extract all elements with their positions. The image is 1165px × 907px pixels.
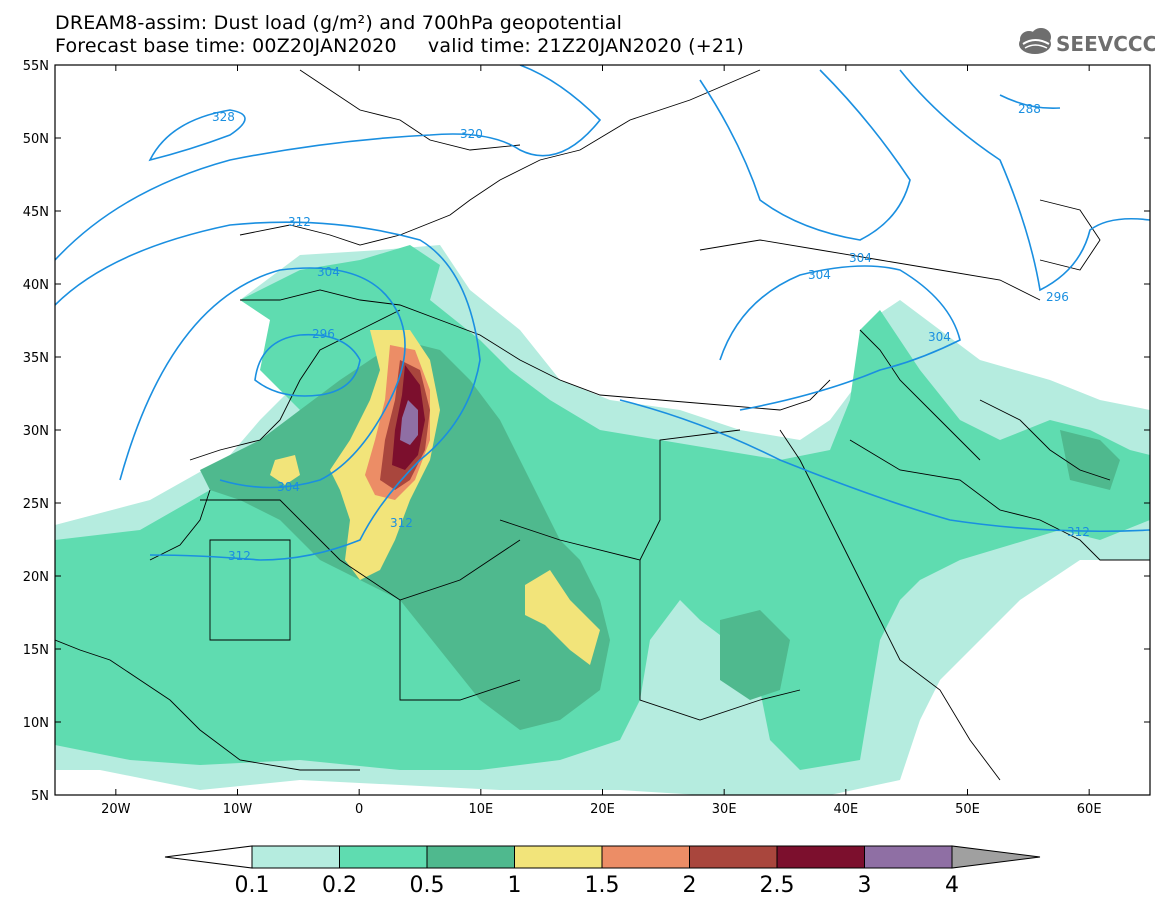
contour-label: 288 [1018,102,1041,116]
contour-label: 312 [390,516,413,530]
contour-label: 304 [928,330,951,344]
contour-label: 320 [460,127,483,141]
lon-tick-label: 20E [590,802,615,817]
dust-region-0.5 [200,340,610,730]
colorbar-swatch [689,845,778,869]
lat-tick-label: 10N [23,716,49,731]
colorbar-label: 2.5 [760,873,795,898]
contour-label: 304 [849,251,872,265]
lat-tick-label: 30N [23,424,49,439]
contour-304-ne [699,69,911,241]
dust-field [55,245,1150,795]
contour-label: 328 [212,110,235,124]
dust-region-1-west [270,455,300,485]
colorbar-swatch [601,845,690,869]
contour-296 [254,333,361,397]
contour-320 [55,65,602,261]
contour-296-ne [899,69,1150,292]
contour-label: 312 [228,549,251,563]
colorbar-min-arrow [164,845,253,869]
lon-axis: 20W 10W 0 10E 20E 30E 40E 50E 60E [101,65,1102,817]
dust-region-0.5-gulf [1060,430,1120,490]
lon-tick-label: 40E [833,802,858,817]
colorbar-max-arrow [951,845,1041,869]
colorbar-label: 1 [508,873,522,898]
colorbar-label: 2 [683,873,697,898]
dust-region-1-south [525,570,600,665]
lon-tick-label: 50E [955,802,980,817]
colorbar-label: 4 [945,873,959,898]
seevccc-logo: SEEVCCC [1015,26,1157,58]
chart-subtitle: Forecast base time: 00Z20JAN2020 valid t… [55,35,745,57]
lat-tick-label: 35N [23,351,49,366]
lat-axis: 5N 10N 15N 20N 25N 30N 35N 40N 45N 50N 55N [23,59,1150,804]
lon-tick-label: 10E [468,802,493,817]
lon-tick-label: 0 [355,802,363,817]
contour-304-east [719,265,961,411]
colorbar-label: 3 [858,873,872,898]
contour-304 [119,267,406,489]
cloud-icon [1019,28,1051,54]
lat-tick-label: 55N [23,59,49,74]
contour-label: 304 [277,480,300,494]
contour-label: 296 [1046,290,1069,304]
dust-region-0.2 [55,245,1150,770]
colorbar-swatch [426,845,515,869]
lat-tick-label: 5N [31,789,49,804]
contour-label: 312 [1067,525,1090,539]
lat-tick-label: 15N [23,643,49,658]
lat-tick-label: 20N [23,570,49,585]
lon-tick-label: 60E [1077,802,1102,817]
contour-label: 296 [312,327,335,341]
contour-label: 312 [288,215,311,229]
dust-region-0.5-east [720,610,790,700]
lat-tick-label: 50N [23,132,49,147]
colorbar: 0.1 0.2 0.5 1 1.5 2 2.5 3 4 [164,845,1041,898]
colorbar-swatch [339,845,428,869]
colorbar-swatch [776,845,865,869]
contour-label: 304 [808,268,831,282]
colorbar-label: 0.5 [410,873,445,898]
dust-region-3 [400,400,418,445]
colorbar-swatch [864,845,953,869]
contour-328 [148,109,246,162]
lon-tick-label: 10W [223,802,253,817]
colorbar-swatch [514,845,603,869]
lat-tick-label: 40N [23,278,49,293]
colorbar-swatch [251,845,340,869]
colorbar-label: 1.5 [585,873,620,898]
geopotential-contours [55,65,1150,561]
contour-288 [999,94,1061,110]
contour-label: 304 [317,265,340,279]
contour-312 [55,221,481,561]
colorbar-label: 0.1 [235,873,270,898]
coastlines [55,69,1150,781]
colorbar-label: 0.2 [322,873,357,898]
lon-tick-label: 30E [712,802,737,817]
lat-tick-label: 25N [23,497,49,512]
contour-312-east [619,399,1150,533]
lon-tick-label: 20W [101,802,131,817]
contour-labels: 328 320 312 304 296 304 312 312 304 304 … [212,102,1090,563]
logo-text: SEEVCCC [1056,32,1155,56]
lat-tick-label: 45N [23,205,49,220]
chart-title: DREAM8-assim: Dust load (g/m²) and 700hP… [55,12,623,34]
